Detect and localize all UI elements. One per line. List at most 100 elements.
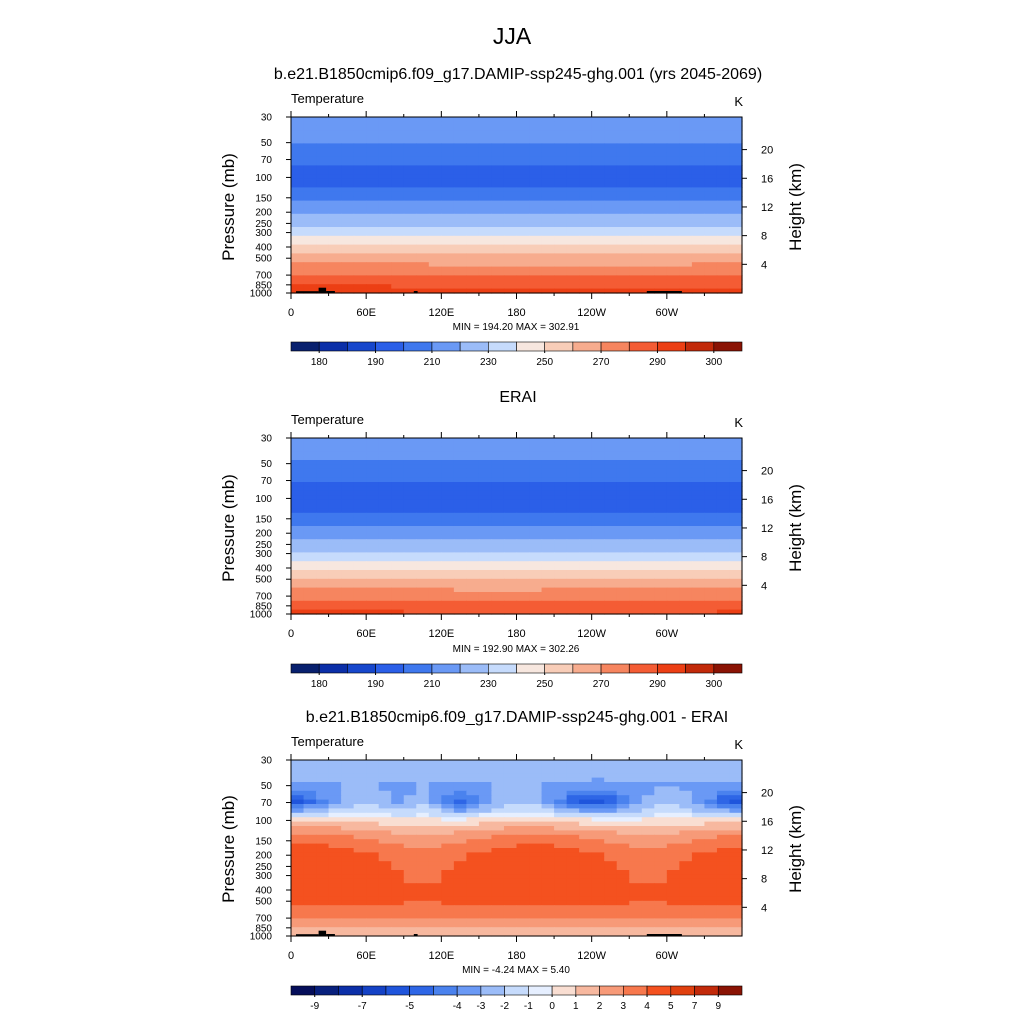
- contour-cell: [654, 887, 668, 893]
- contour-cell: [641, 244, 655, 250]
- contour-cell: [591, 543, 605, 549]
- contour-cell: [579, 826, 593, 831]
- contour-cell: [403, 795, 417, 801]
- contour-cell: [641, 543, 655, 549]
- contour-cell: [566, 600, 580, 606]
- contour-cell: [366, 574, 380, 580]
- contour-cell: [366, 834, 380, 840]
- contour-cell: [453, 870, 467, 875]
- contour-cell: [503, 253, 518, 259]
- contour-cell: [516, 892, 530, 897]
- contour-cell: [328, 830, 342, 836]
- contour-cell: [316, 830, 330, 836]
- colorbar-label: 250: [536, 357, 553, 368]
- contour-cell: [666, 178, 680, 184]
- contour-cell: [541, 473, 555, 479]
- colorbar-swatch: [318, 663, 348, 674]
- contour-cell: [579, 900, 593, 906]
- contour-cell: [316, 874, 330, 880]
- contour-cell: [441, 861, 455, 867]
- contour-cell: [291, 499, 305, 505]
- contour-cell: [541, 530, 555, 536]
- contour-cell: [478, 605, 493, 611]
- contour-cell: [654, 464, 668, 470]
- contour-cell: [554, 253, 568, 259]
- colorbar-swatch: [628, 663, 658, 674]
- contour-cell: [554, 852, 568, 858]
- contour-cell: [478, 905, 493, 911]
- contour-cell: [641, 574, 655, 580]
- contour-cell: [303, 156, 317, 162]
- contour-cell: [416, 808, 430, 814]
- contour-cell: [453, 284, 467, 290]
- contour-cell: [441, 565, 455, 571]
- contour-cell: [316, 808, 330, 814]
- contour-cell: [341, 218, 355, 224]
- contour-cell: [516, 874, 530, 880]
- contour-cell: [529, 521, 543, 527]
- contour-cell: [654, 843, 668, 849]
- contour-cell: [491, 477, 505, 483]
- contour-cell: [704, 848, 718, 853]
- contour-cell: [629, 174, 643, 180]
- contour-cell: [303, 843, 317, 849]
- contour-cell: [353, 451, 367, 457]
- contour-cell: [516, 213, 530, 219]
- contour-cell: [466, 187, 480, 193]
- contour-cell: [616, 218, 630, 224]
- contour-cell: [353, 817, 367, 823]
- contour-cell: [704, 609, 718, 615]
- contour-cell: [604, 183, 618, 188]
- contour-cell: [666, 552, 680, 558]
- contour-cell: [303, 539, 317, 545]
- contour-cell: [366, 887, 380, 893]
- contour-cell: [704, 583, 718, 589]
- contour-cell: [441, 804, 455, 809]
- contour-cell: [503, 609, 518, 615]
- contour-cell: [591, 253, 605, 259]
- contour-cell: [453, 605, 467, 611]
- contour-cell: [441, 548, 455, 553]
- contour-cell: [591, 526, 605, 531]
- contour-cell: [666, 473, 680, 479]
- height-tick-label: 4: [761, 259, 767, 271]
- contour-cell: [566, 773, 580, 779]
- contour-cell: [353, 130, 367, 136]
- contour-cell: [666, 205, 680, 210]
- contour-cell: [679, 249, 693, 254]
- contour-cell: [341, 874, 355, 880]
- contour-cell: [666, 266, 680, 272]
- contour-cell: [441, 209, 455, 215]
- contour-cell: [403, 161, 417, 166]
- contour-cell: [428, 284, 442, 290]
- contour-cell: [303, 125, 317, 131]
- contour-cell: [704, 253, 718, 259]
- contour-cell: [303, 117, 317, 122]
- contour-cell: [666, 927, 680, 933]
- contour-cell: [378, 556, 392, 562]
- contour-cell: [403, 790, 417, 796]
- contour-cell: [441, 156, 455, 162]
- contour-cell: [416, 548, 430, 553]
- contour-cell: [616, 235, 630, 241]
- contour-cell: [303, 878, 317, 884]
- contour-cell: [616, 605, 630, 611]
- contour-cell: [466, 874, 480, 880]
- contour-cell: [591, 878, 605, 884]
- contour-cell: [378, 887, 392, 893]
- contour-cell: [616, 117, 630, 122]
- contour-cell: [503, 565, 518, 571]
- colorbar-swatch: [713, 663, 743, 674]
- contour-cell: [428, 244, 442, 250]
- contour-cell: [416, 609, 430, 615]
- contour-cell: [629, 253, 643, 259]
- contour-cell: [654, 790, 668, 796]
- contour-cell: [541, 931, 555, 937]
- colorbar-label: 300: [705, 357, 722, 368]
- contour-cell: [679, 451, 693, 457]
- contour-cell: [554, 570, 568, 575]
- contour-cell: [604, 543, 618, 549]
- contour-cell: [466, 587, 480, 593]
- contour-cell: [378, 826, 392, 831]
- contour-cell: [316, 257, 330, 263]
